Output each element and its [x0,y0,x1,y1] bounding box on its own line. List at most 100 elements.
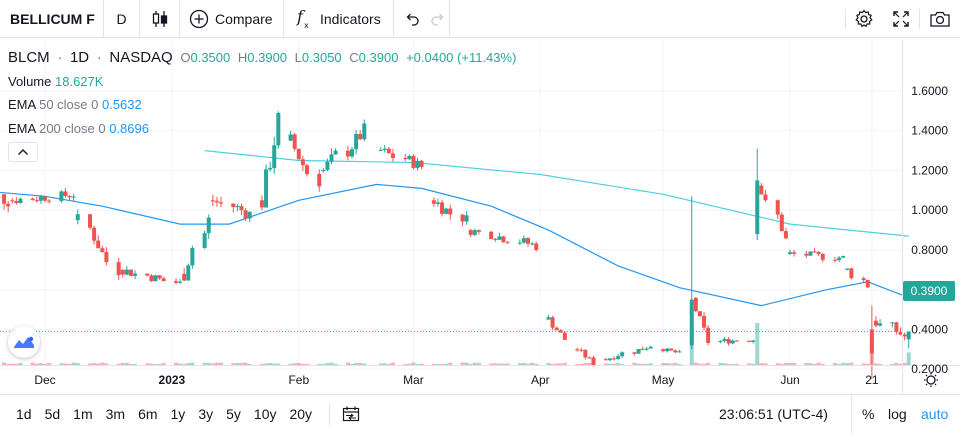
chart-type-button[interactable] [140,0,180,38]
legend-volume-row[interactable]: Volume 18.627K [8,70,520,94]
ema200-line [204,150,909,237]
settings-button[interactable] [845,0,882,38]
volume-bar [133,363,138,365]
volume-bar [648,363,653,365]
candle-body [550,317,555,328]
volume-bar [841,362,846,365]
volume-bar [517,363,522,365]
price-axis[interactable]: 1.60001.40001.20001.00000.80000.60000.40… [911,84,948,376]
log-scale-button[interactable]: log [888,395,907,433]
candle-body [644,348,649,350]
candle-body [693,297,698,312]
candle-body [243,210,248,219]
range-button-3y[interactable]: 3y [198,406,214,422]
candle-body [350,149,355,157]
candle-body [873,320,878,326]
tradingview-logo-button[interactable] [8,326,40,358]
undo-icon[interactable] [404,11,420,27]
volume-bar [128,364,133,365]
volume-bar [75,363,80,365]
volume-bar [812,364,817,365]
sun-icon [924,373,938,387]
candle-body [317,173,322,187]
legend-ema200-row[interactable]: EMA 200 close 0 0.8696 [8,117,520,141]
range-button-3m[interactable]: 3m [105,406,126,422]
ema-lines [0,150,909,307]
volume-bar [779,363,784,365]
range-button-1m[interactable]: 1m [73,406,93,422]
volume-bar [259,364,264,365]
interval-button[interactable]: D [104,0,140,38]
candle-body [14,201,19,204]
fx-icon: f x [296,8,309,30]
candle-body [702,316,707,328]
candle-body [665,348,670,352]
candle-body [415,160,420,168]
candle-body [329,154,334,162]
legend-ema50-row[interactable]: EMA 50 close 0 0.5632 [8,93,520,117]
candle-body [906,331,911,340]
close-value: 0.3900 [358,50,399,65]
candle-body [620,352,625,357]
price-tick-label: 0.2000 [911,362,948,376]
volume-bar [210,363,215,365]
volume-bar [59,363,64,365]
compare-button[interactable]: Compare [180,0,284,38]
volume-bar [161,362,166,365]
range-button-5d[interactable]: 5d [44,406,61,422]
auto-scale-button[interactable]: auto [921,395,948,433]
volume-bar [833,362,838,365]
candle-body [505,242,510,244]
price-chart[interactable]: 1.60001.40001.20001.00000.80000.60000.40… [0,39,960,395]
candle-body [6,203,11,207]
fullscreen-button[interactable] [882,0,919,38]
legend-main-row[interactable]: BLCM · 1D · NASDAQ O0.3500 H0.3900 L0.30… [8,46,520,70]
candle-body [689,299,694,346]
candle-body [575,349,580,351]
volume-bar [702,363,707,365]
percent-scale-button[interactable]: % [851,395,874,433]
range-button-5y[interactable]: 5y [226,406,241,422]
legend-collapse-button[interactable] [8,142,38,162]
volume-bar [763,363,768,365]
log-label: log [888,406,907,422]
volume-bar [616,362,621,365]
symbol-search-button[interactable]: BELLICUM F [0,0,104,38]
range-button-1y[interactable]: 1y [170,406,186,422]
time-tick-label: Mar [403,373,424,387]
candle-body [816,251,821,254]
volume-bar [673,362,678,365]
volume-bar [873,363,878,365]
volume-bar [440,364,445,365]
snapshot-button[interactable] [921,0,958,38]
range-button-10y[interactable]: 10y [253,406,277,422]
volume-bar [358,362,363,365]
candle-body [100,248,105,253]
axis-settings-button[interactable] [924,373,938,387]
candle-body [591,357,596,366]
candle-body [30,198,35,201]
candle-body [718,340,723,342]
candle-body [18,198,23,204]
candle-body [861,278,866,280]
candle-body [333,150,338,155]
last-price-value: 0.3900 [910,284,948,298]
range-button-6m[interactable]: 6m [138,406,158,422]
candle-body [231,203,236,208]
time-axis[interactable]: Dec 2023 Feb Mar Apr May Jun 21 [34,373,879,387]
candle-body [210,200,215,202]
clock-timezone[interactable]: 23:06:51 (UTC-4) [719,395,828,433]
volume-bar [71,362,76,365]
indicators-button[interactable]: f x Indicators [284,0,394,38]
range-button-1d[interactable]: 1d [16,406,32,422]
candle-body [648,346,653,349]
time-tick-label: Dec [34,373,55,387]
change-value: +0.0400 (+11.43%) [406,50,517,65]
range-button-20y[interactable]: 20y [289,406,313,422]
price-tick-label: 1.2000 [911,163,948,177]
volume-bar [378,363,383,365]
candle-body [526,238,531,244]
volume-bar [636,363,641,365]
go-to-date-button[interactable] [329,403,360,425]
redo-icon[interactable] [430,11,446,27]
